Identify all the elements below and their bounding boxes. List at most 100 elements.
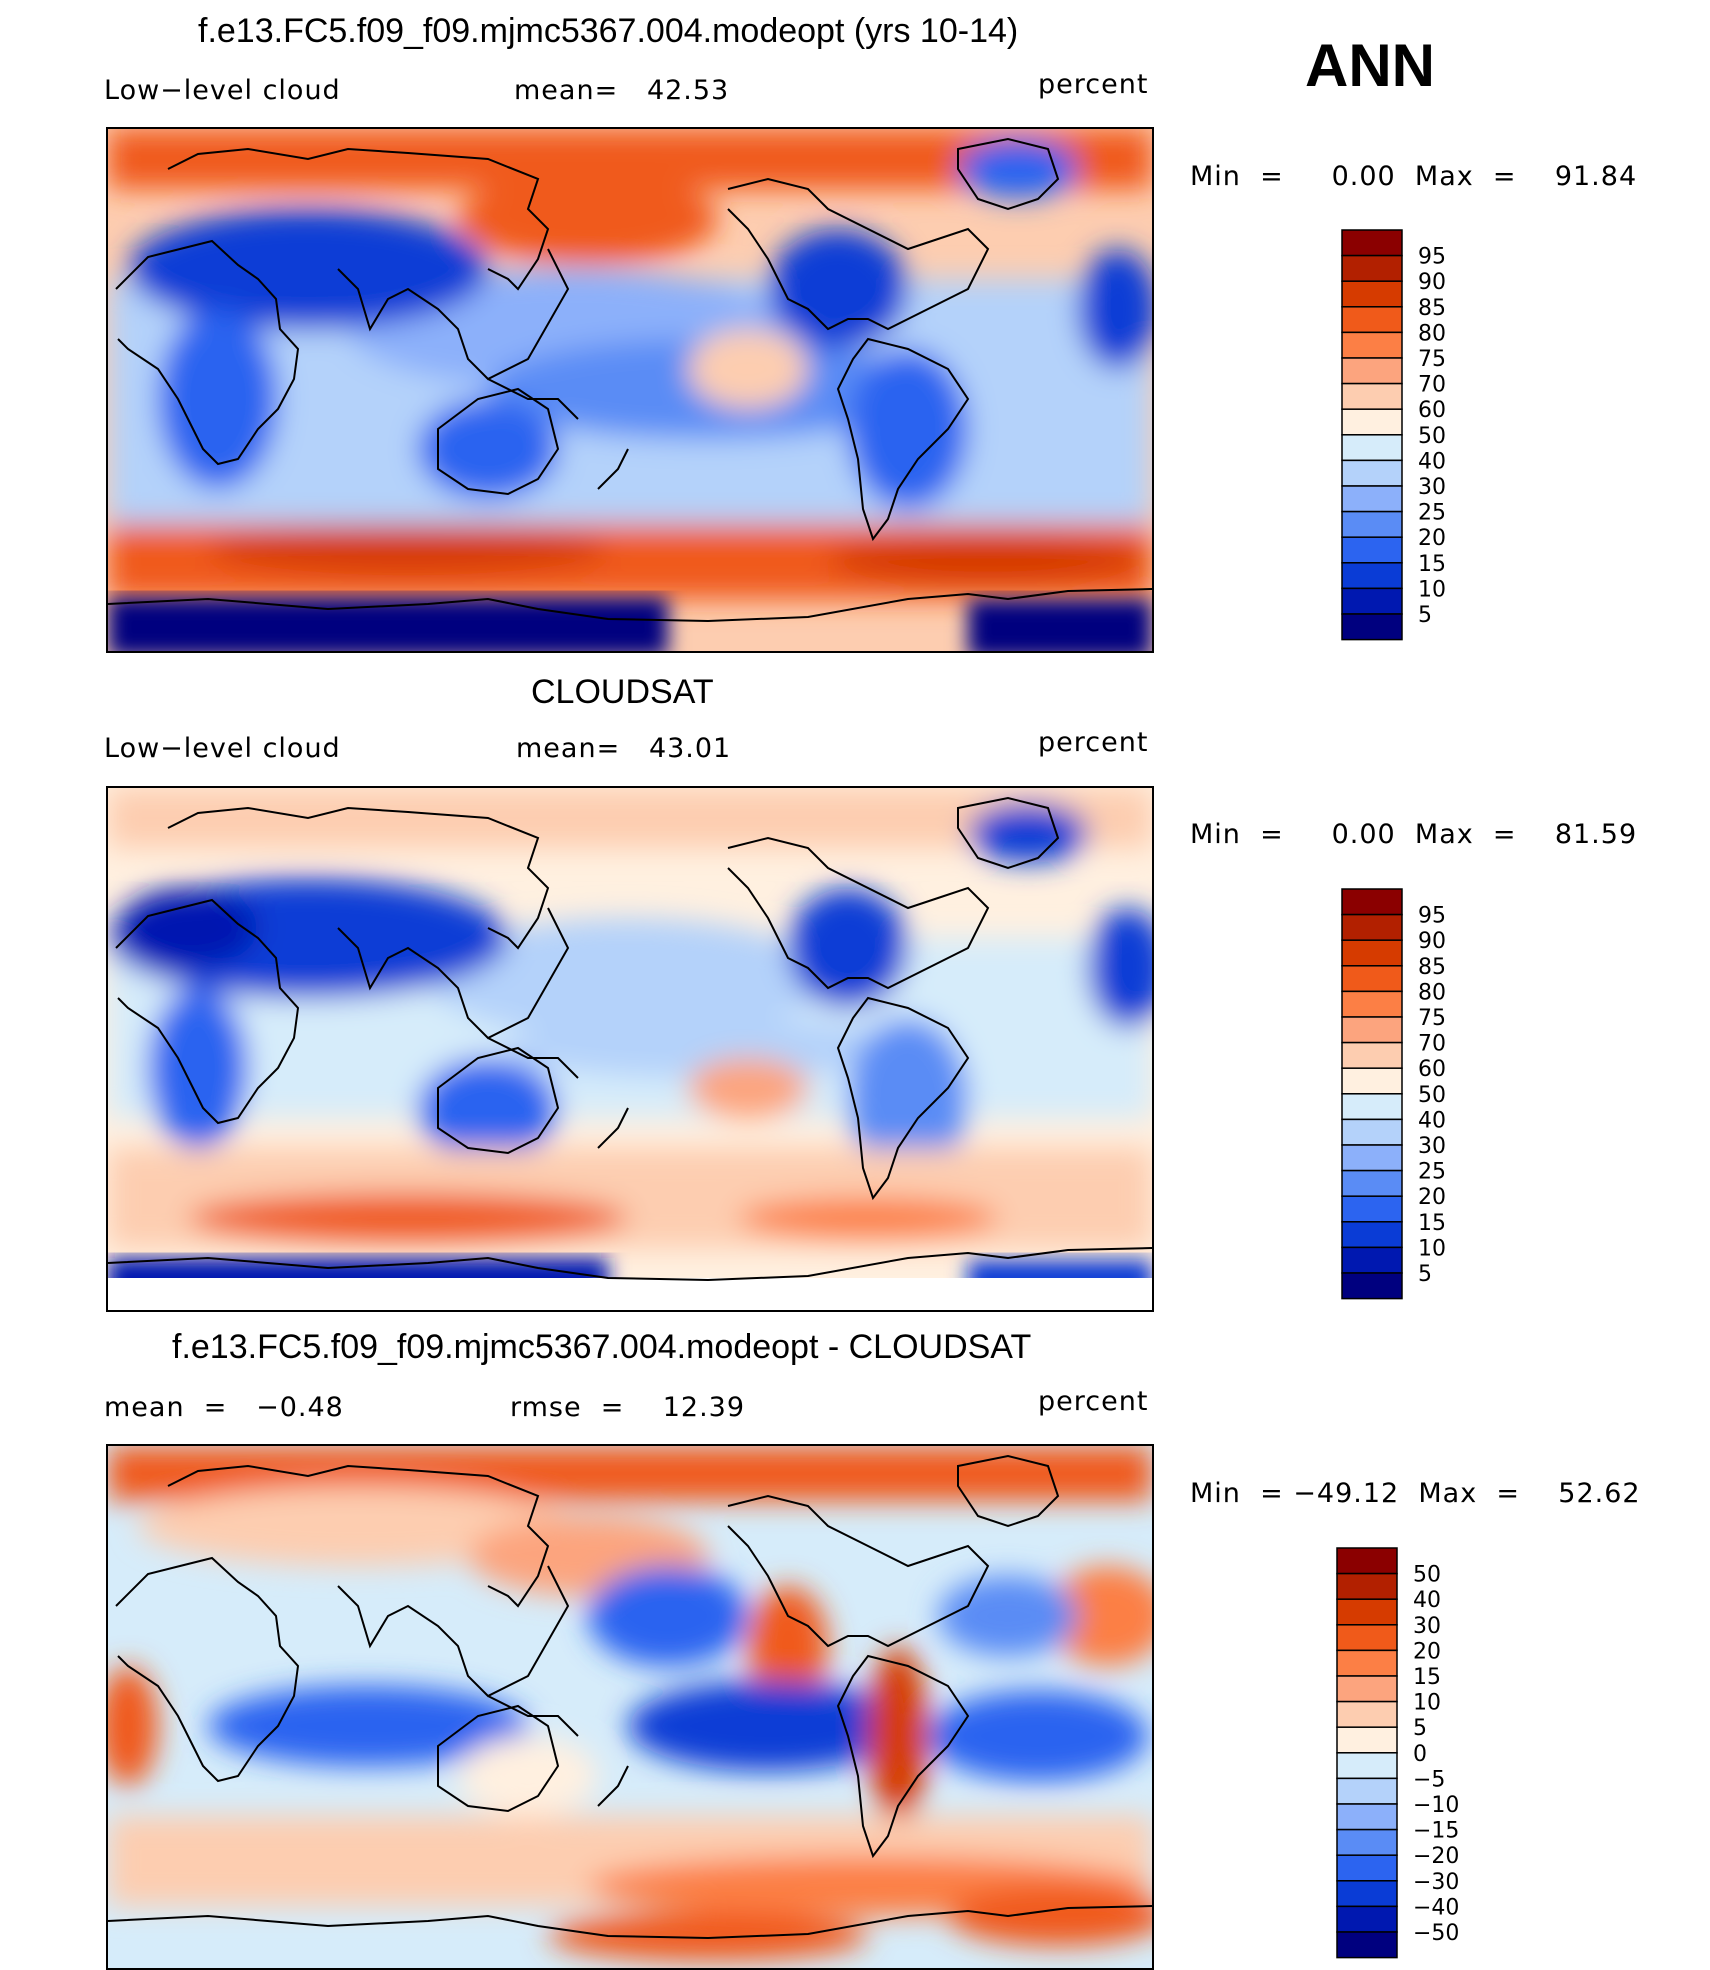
- panel1-map-svg: [108, 129, 1152, 651]
- panel3-colorbar-swatch: [1336, 1649, 1398, 1677]
- panel3-title: f.e13.FC5.f09_f09.mjmc5367.004.modeopt -…: [172, 1328, 1032, 1366]
- panel3-minmax-label: Min = −49.12 Max = 52.62: [1190, 1478, 1641, 1509]
- panel2-variable-label: Low−level cloud: [104, 733, 341, 764]
- panel1-colorbar-swatch: [1341, 408, 1403, 436]
- panel2-colorbar-swatch: [1341, 913, 1403, 941]
- panel1-colorbar-tick-label: 85: [1418, 296, 1446, 321]
- panel1-colorbar-swatch: [1341, 536, 1403, 564]
- panel3-colorbar-swatch: [1336, 1572, 1398, 1600]
- panel1-colorbar-tick-label: 5: [1418, 603, 1432, 628]
- panel1-mean-label: mean= 42.53: [514, 75, 730, 106]
- panel2-colorbar-tick-label: 80: [1418, 980, 1446, 1005]
- panel3-colorbar-swatch: [1336, 1828, 1398, 1856]
- panel3-colorbar-tick-label: 40: [1413, 1588, 1441, 1613]
- panel3-colorbar-swatch: [1336, 1547, 1398, 1575]
- panel2-map: [106, 786, 1154, 1312]
- panel1-colorbar-tick-label: 80: [1418, 321, 1446, 346]
- panel2-colorbar-tick-label: 10: [1418, 1236, 1446, 1261]
- panel3-colorbar-swatch: [1336, 1675, 1398, 1703]
- panel3-colorbar-tick-label: 30: [1413, 1614, 1441, 1639]
- panel2-colorbar-tick-label: 75: [1418, 1006, 1446, 1031]
- panel1-colorbar-swatch: [1341, 254, 1403, 282]
- panel3-colorbar-swatch: [1336, 1803, 1398, 1831]
- panel3-colorbar-tick-label: −10: [1413, 1793, 1459, 1818]
- panel1-colorbar-swatch: [1341, 382, 1403, 410]
- panel3-colorbar-swatch: [1336, 1777, 1398, 1805]
- panel2-colorbar-swatch: [1341, 1272, 1403, 1300]
- panel3-colorbar-tick-label: −20: [1413, 1844, 1459, 1869]
- panel3-units-label: percent: [1038, 1386, 1149, 1417]
- panel1-colorbar-swatch: [1341, 562, 1403, 590]
- panel3-colorbar-tick-label: −15: [1413, 1819, 1459, 1844]
- panel1-colorbar-swatch: [1341, 434, 1403, 462]
- panel2-colorbar-swatch: [1341, 1195, 1403, 1223]
- panel3-colorbar-swatch: [1336, 1598, 1398, 1626]
- panel1-colorbar-tick-label: 95: [1418, 245, 1446, 270]
- panel1-title: f.e13.FC5.f09_f09.mjmc5367.004.modeopt (…: [198, 12, 1019, 50]
- panel2-units-label: percent: [1038, 727, 1149, 758]
- panel3-map-svg: [108, 1446, 1152, 1968]
- panel2-colorbar-swatch: [1341, 1246, 1403, 1274]
- panel3-colorbar-tick-label: −40: [1413, 1895, 1459, 1920]
- panel2-colorbar-tick-label: 5: [1418, 1262, 1432, 1287]
- panel1-colorbar-swatch: [1341, 280, 1403, 308]
- panel2-colorbar-tick-label: 40: [1418, 1108, 1446, 1133]
- panel2-colorbar-swatch: [1341, 1093, 1403, 1121]
- panel3-colorbar-tick-label: 15: [1413, 1665, 1441, 1690]
- panel1-colorbar-swatch: [1341, 510, 1403, 538]
- panel3-mean-label: mean = −0.48: [104, 1392, 344, 1423]
- panel1-variable-label: Low−level cloud: [104, 75, 341, 106]
- panel3-colorbar-swatch: [1336, 1905, 1398, 1933]
- panel2-colorbar-swatch: [1341, 1118, 1403, 1146]
- panel1-colorbar-swatch: [1341, 587, 1403, 615]
- panel3-colorbar-swatch: [1336, 1880, 1398, 1908]
- panel2-colorbar-swatch: [1341, 1221, 1403, 1249]
- panel3-colorbar-tick-label: −50: [1413, 1921, 1459, 1946]
- panel2-colorbar-swatch: [1341, 939, 1403, 967]
- panel1-colorbar-tick-label: 40: [1418, 449, 1446, 474]
- panel2-colorbar-tick-label: 85: [1418, 955, 1446, 980]
- panel3-colorbar-swatch: [1336, 1931, 1398, 1959]
- panel3-rmse-label: rmse = 12.39: [510, 1392, 746, 1423]
- panel3-colorbar-swatch: [1336, 1752, 1398, 1780]
- panel1-colorbar-tick-label: 15: [1418, 552, 1446, 577]
- panel3-colorbar-swatch: [1336, 1854, 1398, 1882]
- panel1-colorbar-tick-label: 20: [1418, 526, 1446, 551]
- season-label: ANN: [1305, 32, 1435, 99]
- panel2-colorbar-tick-label: 50: [1418, 1083, 1446, 1108]
- panel1-colorbar-tick-label: 50: [1418, 424, 1446, 449]
- panel1-colorbar-tick-label: 60: [1418, 398, 1446, 423]
- panel2-colorbar-swatch: [1341, 1144, 1403, 1172]
- panel1-colorbar-tick-label: 30: [1418, 475, 1446, 500]
- panel1-colorbar-tick-label: 10: [1418, 577, 1446, 602]
- panel2-title: CLOUDSAT: [531, 673, 714, 711]
- panel1-colorbar-swatch: [1341, 306, 1403, 334]
- panel1-colorbar-tick-label: 25: [1418, 501, 1446, 526]
- panel1-colorbar-swatch: [1341, 459, 1403, 487]
- panel3-colorbar-tick-label: 5: [1413, 1716, 1427, 1741]
- panel1-colorbar-swatch: [1341, 357, 1403, 385]
- panel1-minmax-label: Min = 0.00 Max = 91.84: [1190, 161, 1638, 192]
- panel2-colorbar-tick-label: 30: [1418, 1134, 1446, 1159]
- panel1-map: [106, 127, 1154, 653]
- panel1-units-label: percent: [1038, 69, 1149, 100]
- panel1-colorbar-tick-label: 90: [1418, 270, 1446, 295]
- panel2-colorbar-tick-label: 90: [1418, 929, 1446, 954]
- panel2-colorbar-tick-label: 95: [1418, 904, 1446, 929]
- panel2-colorbar-swatch: [1341, 965, 1403, 993]
- panel2-colorbar-tick-label: 15: [1418, 1211, 1446, 1236]
- panel1-colorbar-tick-label: 75: [1418, 347, 1446, 372]
- panel2-colorbar-tick-label: 20: [1418, 1185, 1446, 1210]
- panel3-colorbar-swatch: [1336, 1726, 1398, 1754]
- panel3-colorbar-swatch: [1336, 1624, 1398, 1652]
- panel3-colorbar-tick-label: 50: [1413, 1563, 1441, 1588]
- panel1-colorbar-swatch: [1341, 485, 1403, 513]
- panel3-colorbar-tick-label: −5: [1413, 1767, 1445, 1792]
- panel3-colorbar-tick-label: −30: [1413, 1870, 1459, 1895]
- panel2-colorbar-swatch: [1341, 1016, 1403, 1044]
- panel1-colorbar-swatch: [1341, 613, 1403, 641]
- panel2-mean-label: mean= 43.01: [516, 733, 732, 764]
- panel3-colorbar-tick-label: 10: [1413, 1691, 1441, 1716]
